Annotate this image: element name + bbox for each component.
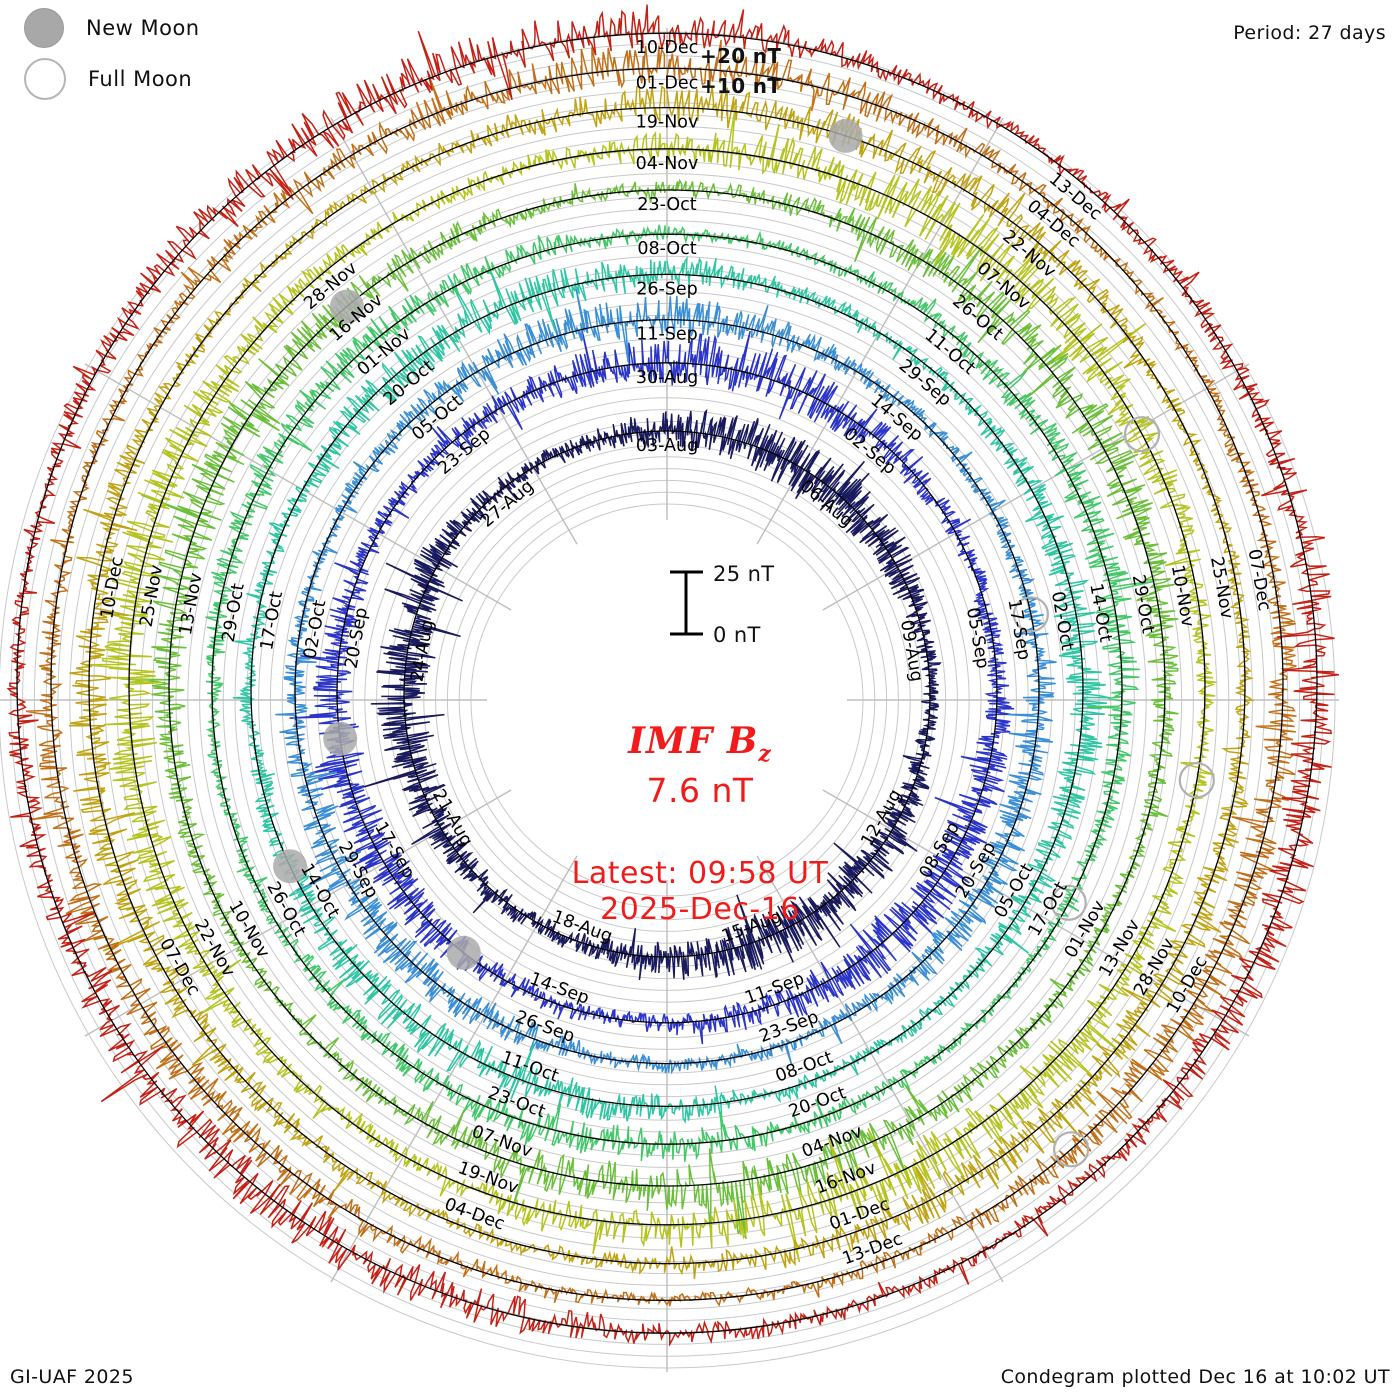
ring-date-label: 04-Nov — [636, 154, 699, 174]
ring-date-label: 03-Aug — [636, 436, 698, 456]
scale-label-10nt: +10 nT — [700, 74, 782, 98]
ring-date-label: 19-Nov — [636, 113, 699, 133]
moon-phase-legend: New Moon Full Moon — [0, 0, 420, 130]
ring-date-label: 26-Sep — [636, 279, 698, 299]
ring-date-label: 23-Oct — [637, 195, 696, 215]
scale-label-20nt: +20 nT — [700, 44, 782, 68]
new-moon-marker — [273, 849, 307, 884]
plotted-timestamp-label: Condegram plotted Dec 16 at 10:02 UT — [1000, 1366, 1390, 1388]
period-label: Period: 27 days — [1233, 22, 1386, 44]
scalebar-bottom-label: 0 nT — [713, 623, 761, 647]
new-moon-marker — [323, 721, 358, 756]
latest-readout: Latest: 09:58 UT 2025-Dec-16 — [430, 856, 970, 927]
ring-date-label: 01-Dec — [636, 73, 698, 93]
legend-item-full-moon: Full Moon — [24, 58, 192, 100]
latest-date: 2025-Dec-16 — [600, 891, 800, 927]
quantity-subscript: z — [758, 741, 772, 768]
new-moon-icon — [24, 8, 64, 48]
new-moon-marker — [828, 118, 863, 153]
legend-label-new-moon: New Moon — [86, 16, 200, 40]
full-moon-marker — [1052, 1131, 1090, 1168]
new-moon-marker — [329, 289, 364, 324]
ring-date-label: 08-Oct — [637, 239, 696, 259]
latest-time: Latest: 09:58 UT — [571, 856, 829, 892]
full-moon-marker — [1012, 596, 1050, 633]
full-moon-marker — [1178, 762, 1215, 799]
quantity-title: IMF Bz — [430, 720, 970, 767]
center-readout: IMF Bz 7.6 nT Latest: 09:58 UT 2025-Dec-… — [430, 720, 970, 927]
credit-label: GI-UAF 2025 — [10, 1366, 134, 1388]
new-moon-marker — [446, 935, 481, 970]
full-moon-marker — [1123, 416, 1161, 453]
moon-markers — [273, 118, 1215, 1168]
full-moon-icon — [24, 58, 66, 100]
full-moon-marker — [1050, 884, 1087, 921]
ring-date-label: 11-Sep — [636, 325, 698, 345]
legend-item-new-moon: New Moon — [24, 8, 200, 48]
quantity-name: IMF B — [628, 720, 759, 762]
nt-scalebar — [670, 570, 703, 636]
ring-date-label: 10-Dec — [636, 38, 698, 58]
ring-baselines — [16, 32, 1318, 1334]
bz-value: 7.6 nT — [646, 771, 754, 811]
ring-date-label: 30-Aug — [636, 368, 698, 388]
legend-label-full-moon: Full Moon — [88, 67, 193, 91]
scalebar-top-label: 25 nT — [713, 562, 775, 586]
